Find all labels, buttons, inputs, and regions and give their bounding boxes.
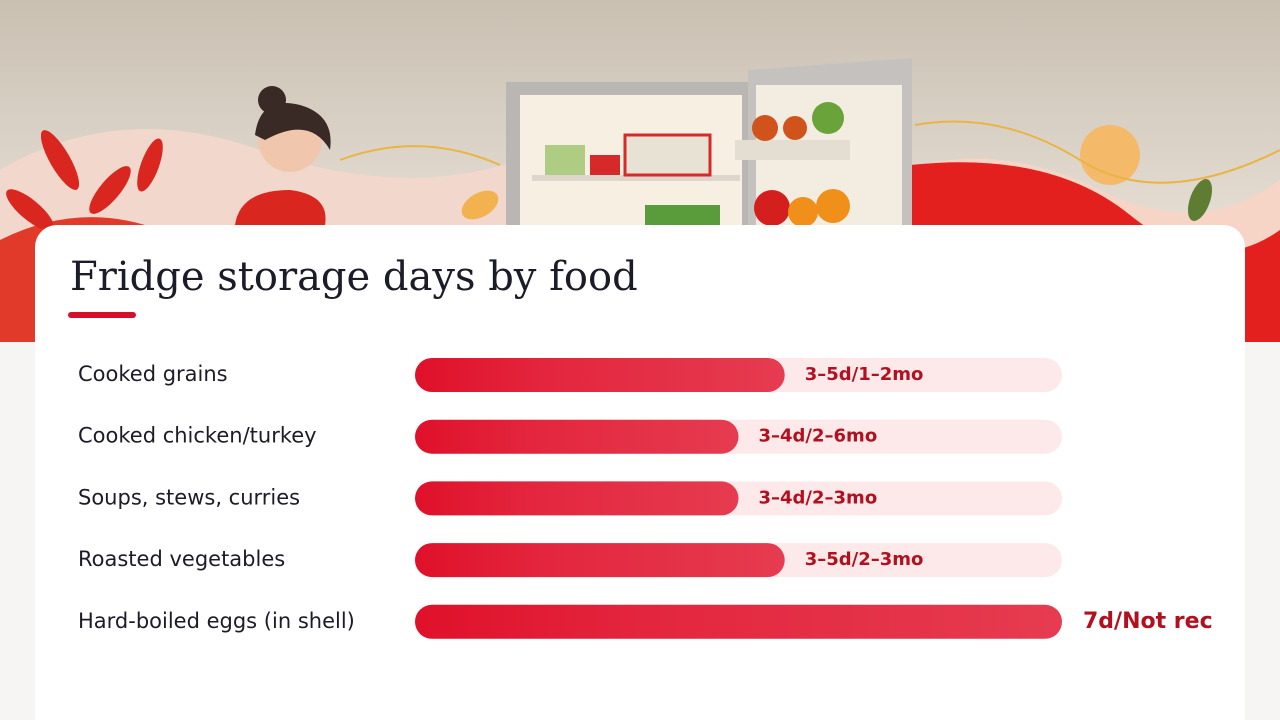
bar: [415, 481, 739, 516]
value-label: 7d/Not rec: [1083, 609, 1213, 634]
bar: [415, 604, 1062, 639]
plot: Cooked grains 3–5d/1–2mo Cooked chicken/tu…: [78, 358, 1213, 639]
bar: [415, 543, 785, 578]
bar: [415, 419, 739, 454]
value-label: 3–4d/2–6mo: [759, 426, 878, 447]
category-label: Cooked grains: [78, 362, 228, 386]
category-label: Hard-boiled eggs (in shell): [78, 609, 355, 633]
chart-title: Fridge storage days by food: [70, 254, 638, 300]
category-label: Cooked chicken/turkey: [78, 424, 317, 448]
card: [35, 225, 1245, 720]
title-underline: [68, 312, 136, 318]
category-label: Soups, stews, curries: [78, 485, 300, 509]
value-label: 3–5d/2–3mo: [805, 549, 924, 570]
category-label: Roasted vegetables: [78, 547, 285, 571]
bar: [415, 358, 785, 392]
value-label: 3–4d/2–3mo: [759, 487, 878, 508]
value-label: 3–5d/1–2mo: [805, 364, 924, 385]
